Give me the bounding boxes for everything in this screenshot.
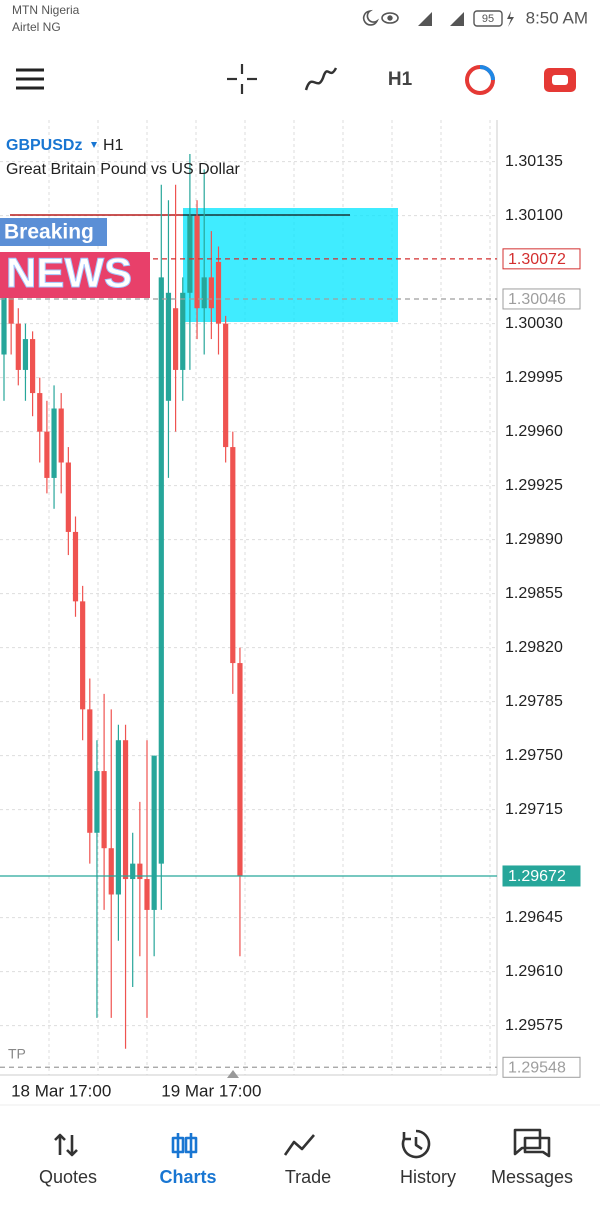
y-tick-label: 1.29960: [505, 423, 563, 440]
price-label: 1.30046: [508, 291, 566, 308]
overlay-text: NEWS: [6, 249, 132, 296]
candle-body: [194, 215, 200, 309]
price-label: 1.30072: [508, 251, 566, 268]
candle-body: [173, 308, 179, 370]
y-tick-label: 1.29820: [505, 639, 563, 656]
y-tick-label: 1.29995: [505, 369, 563, 386]
symbol-dropdown[interactable]: [91, 142, 97, 148]
candle-body: [122, 740, 129, 880]
timeframe-button[interactable]: H1: [388, 69, 413, 90]
candle-body: [37, 393, 43, 432]
candle-body: [130, 863, 136, 880]
y-tick-label: 1.30100: [505, 207, 563, 224]
candle-body: [22, 339, 29, 370]
nav-label[interactable]: History: [400, 1167, 456, 1187]
x-tick-label: 19 Mar 17:00: [161, 1081, 261, 1100]
y-tick-label: 1.29610: [505, 963, 563, 980]
y-tick-label: 1.29715: [505, 801, 563, 818]
menu-button[interactable]: [16, 68, 44, 90]
chart-timeframe: H1: [103, 137, 124, 154]
candle-body: [65, 462, 71, 532]
candle-body: [158, 277, 164, 864]
scroll-marker: [227, 1070, 239, 1078]
y-tick-label: 1.30030: [505, 315, 563, 332]
candle-body: [137, 863, 143, 880]
chart: 1.30135 1.30100 1.30030 1.29995 1.29960 1.299…: [0, 120, 581, 1100]
price-label: 1.29548: [508, 1060, 566, 1077]
candle-body: [115, 740, 121, 895]
tp-label: TP: [8, 1046, 26, 1062]
candle-body: [101, 771, 107, 849]
nav-icon[interactable]: [401, 1129, 431, 1159]
nav-label[interactable]: Messages: [491, 1167, 573, 1187]
candle-body: [44, 431, 50, 478]
candle-body: [144, 879, 150, 910]
nav-icon[interactable]: [171, 1133, 198, 1158]
candle-body: [15, 323, 21, 370]
y-tick-label: 1.30135: [505, 153, 563, 170]
y-tick-label: 1.29750: [505, 747, 563, 764]
price-label: 1.29672: [508, 868, 566, 885]
candle-body: [237, 663, 243, 876]
bottom-nav: Quotes Charts Trade History Messages: [39, 1128, 573, 1187]
candle-body: [1, 292, 7, 355]
nav-icon[interactable]: [54, 1133, 78, 1157]
nav-icon[interactable]: [513, 1128, 551, 1158]
trade-levels-button[interactable]: [465, 65, 495, 95]
crosshair-button[interactable]: [227, 64, 257, 94]
indicators-button[interactable]: [304, 67, 338, 91]
overlay-text: Breaking: [4, 221, 94, 244]
candle-body: [208, 277, 214, 309]
candle-body: [80, 601, 86, 710]
y-tick-label: 1.29645: [505, 909, 563, 926]
x-tick-label: 18 Mar 17:00: [11, 1081, 111, 1100]
candle-body: [94, 771, 100, 833]
symbol-description: Great Britain Pound vs US Dollar: [6, 161, 241, 178]
candle-body: [180, 292, 186, 370]
y-tick-label: 1.29855: [505, 585, 563, 602]
symbol[interactable]: GBPUSDz: [6, 137, 82, 154]
carrier: Airtel NG: [12, 20, 61, 34]
candle-body: [87, 709, 93, 833]
nav-icon[interactable]: [283, 1134, 315, 1156]
candle-body: [201, 277, 207, 309]
price-label-box: [502, 248, 581, 270]
candle-body: [230, 447, 236, 664]
clock: 8:50 AM: [526, 8, 588, 27]
candle-body: [108, 848, 114, 895]
candle-body: [8, 292, 14, 324]
price-label-box: [502, 865, 581, 887]
y-tick-label: 1.29890: [505, 531, 563, 548]
status-icons: [362, 9, 514, 27]
candle-body: [72, 531, 79, 602]
nav-label[interactable]: Quotes: [39, 1167, 97, 1187]
candle-body: [30, 339, 36, 394]
y-tick-label: 1.29925: [505, 477, 563, 494]
price-label-box: [502, 1056, 581, 1078]
candle-body: [187, 215, 193, 293]
y-tick-label: 1.29575: [505, 1017, 563, 1034]
price-label-box: [502, 288, 581, 310]
nav-label[interactable]: Charts: [159, 1167, 216, 1187]
carrier: MTN Nigeria: [12, 3, 80, 17]
candle-body: [223, 323, 229, 448]
nav-label[interactable]: Trade: [285, 1167, 331, 1187]
battery-level: 95: [482, 13, 494, 25]
news-overlay: Breaking NEWS: [0, 218, 150, 298]
highlight-zone: [183, 208, 398, 322]
objects-button[interactable]: [544, 68, 576, 92]
candle-body: [51, 408, 57, 478]
candle-body: [58, 408, 64, 463]
y-tick-label: 1.29785: [505, 693, 563, 710]
candle-body: [151, 755, 157, 910]
candle-body: [165, 292, 172, 401]
candle-body: [215, 261, 222, 324]
